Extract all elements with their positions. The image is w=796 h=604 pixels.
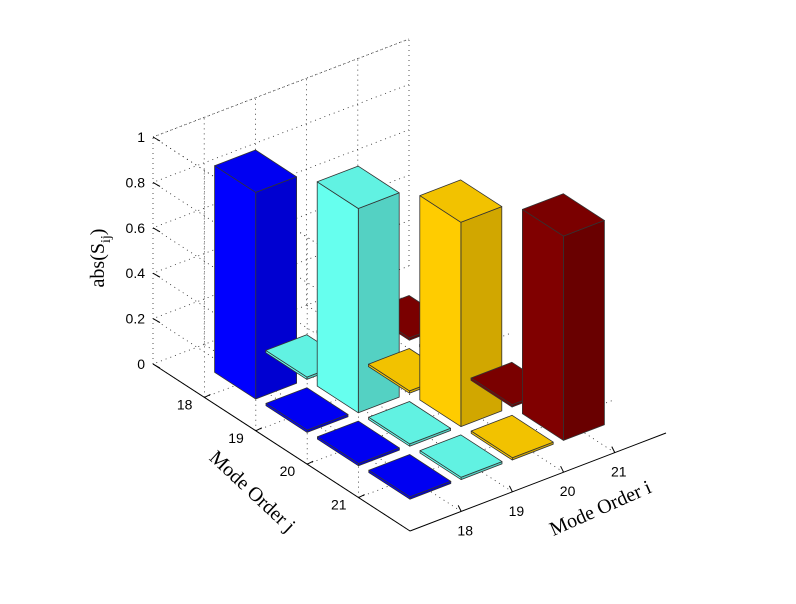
y-tick-label: 21 (331, 497, 347, 513)
bar-face-top (419, 434, 503, 478)
bar (316, 420, 400, 467)
x-tick-label: 20 (560, 483, 576, 499)
z-tick-mark (152, 318, 161, 324)
y-tick-label: 19 (228, 430, 244, 446)
bar-face-top (265, 387, 349, 431)
bar-face-top (316, 420, 400, 464)
axes-layer: 18 19 20 21 18 19 20 21 0 0.2 0.4 0.6 0.8 1 (126, 129, 667, 538)
y-tick-mark (255, 427, 263, 432)
z-tick-label: 1 (137, 129, 145, 145)
bar (265, 387, 349, 433)
y-axis-line (152, 363, 411, 532)
bar-face-top (470, 414, 554, 459)
bar-face-top (368, 454, 452, 498)
bar-face-top (368, 401, 452, 445)
bar-face-front (563, 219, 605, 441)
y-tick-mark (358, 494, 365, 499)
bar (368, 454, 452, 500)
x-tick-mark (611, 446, 616, 453)
z-tick-mark (152, 136, 161, 142)
bar-face-top (214, 149, 298, 193)
y-tick-label: 18 (177, 396, 193, 412)
box-edge (152, 38, 410, 138)
bar-face-left (214, 165, 257, 400)
z-tick-mark (152, 272, 161, 278)
x-tick-mark (457, 505, 462, 512)
x-axis-line (409, 432, 667, 532)
y-tick-mark (306, 460, 314, 465)
z-tick-label: 0.6 (126, 220, 146, 236)
bar (470, 414, 554, 461)
z-tick-mark (152, 363, 161, 369)
x-tick-label: 19 (509, 503, 525, 519)
y-axis-label: Mode Order j (205, 446, 300, 536)
x-tick-label: 18 (457, 522, 473, 538)
x-tick-mark (508, 485, 513, 493)
bar (522, 193, 605, 441)
bar-face-top (522, 193, 605, 237)
z-tick-label: 0.2 (126, 311, 146, 327)
z-axis-label: abs(Sij) (87, 229, 114, 288)
z-tick-label: 0.4 (126, 265, 146, 281)
bar-face-left (419, 195, 462, 428)
y-tick-mark (204, 393, 211, 398)
box-edge (152, 136, 411, 305)
bar-face-top (419, 179, 503, 223)
bar (214, 149, 298, 400)
bars-layer (214, 149, 605, 500)
bar (368, 401, 452, 447)
bar-face-top (316, 165, 400, 209)
bar (419, 434, 503, 481)
z-tick-label: 0 (137, 356, 145, 372)
z-tick-mark (152, 181, 161, 187)
z-tick-label: 0.8 (126, 174, 146, 190)
z-tick-mark (152, 227, 161, 233)
bar-face-left (316, 181, 359, 414)
x-tick-mark (560, 465, 565, 473)
bar-face-left (522, 208, 564, 441)
y-tick-label: 20 (280, 463, 296, 479)
x-tick-label: 21 (611, 464, 627, 480)
